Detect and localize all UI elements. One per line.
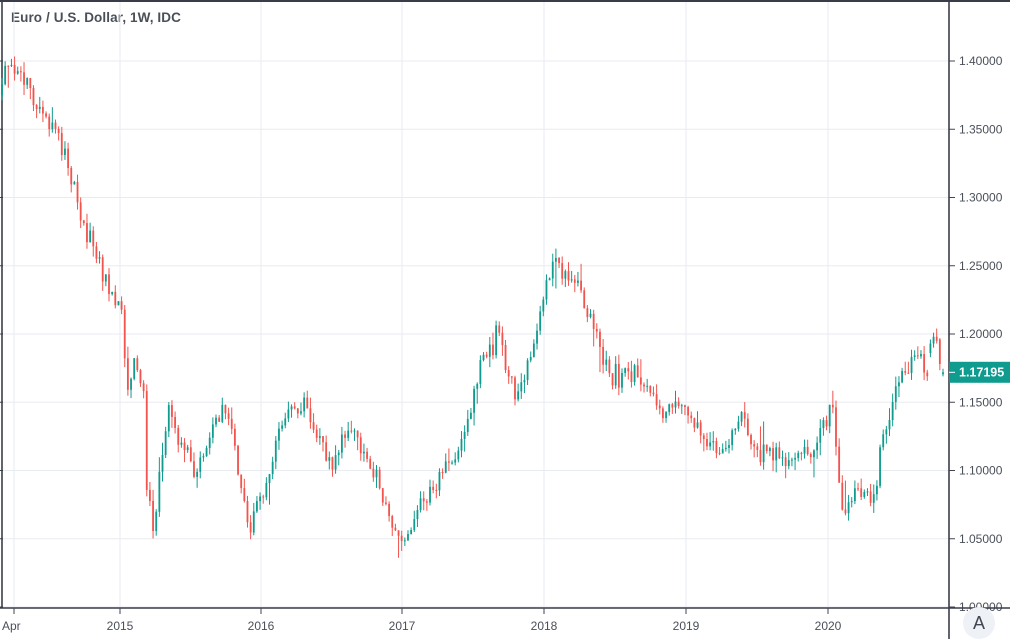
svg-text:1.35000: 1.35000 (959, 122, 1003, 136)
svg-text:2018: 2018 (531, 619, 558, 633)
svg-text:2017: 2017 (389, 619, 416, 633)
svg-text:A: A (973, 613, 985, 633)
svg-text:2019: 2019 (673, 619, 700, 633)
svg-text:2015: 2015 (107, 619, 134, 633)
svg-text:1.15000: 1.15000 (959, 395, 1003, 409)
svg-text:1.10000: 1.10000 (959, 464, 1003, 478)
svg-text:2020: 2020 (815, 619, 842, 633)
svg-text:1.25000: 1.25000 (959, 259, 1003, 273)
svg-text:1.05000: 1.05000 (959, 532, 1003, 546)
svg-text:Apr: Apr (2, 619, 21, 633)
svg-text:1.17195: 1.17195 (959, 365, 1004, 379)
svg-text:1.40000: 1.40000 (959, 54, 1003, 68)
svg-text:1.30000: 1.30000 (959, 191, 1003, 205)
svg-text:2016: 2016 (248, 619, 275, 633)
svg-text:1.20000: 1.20000 (959, 327, 1003, 341)
